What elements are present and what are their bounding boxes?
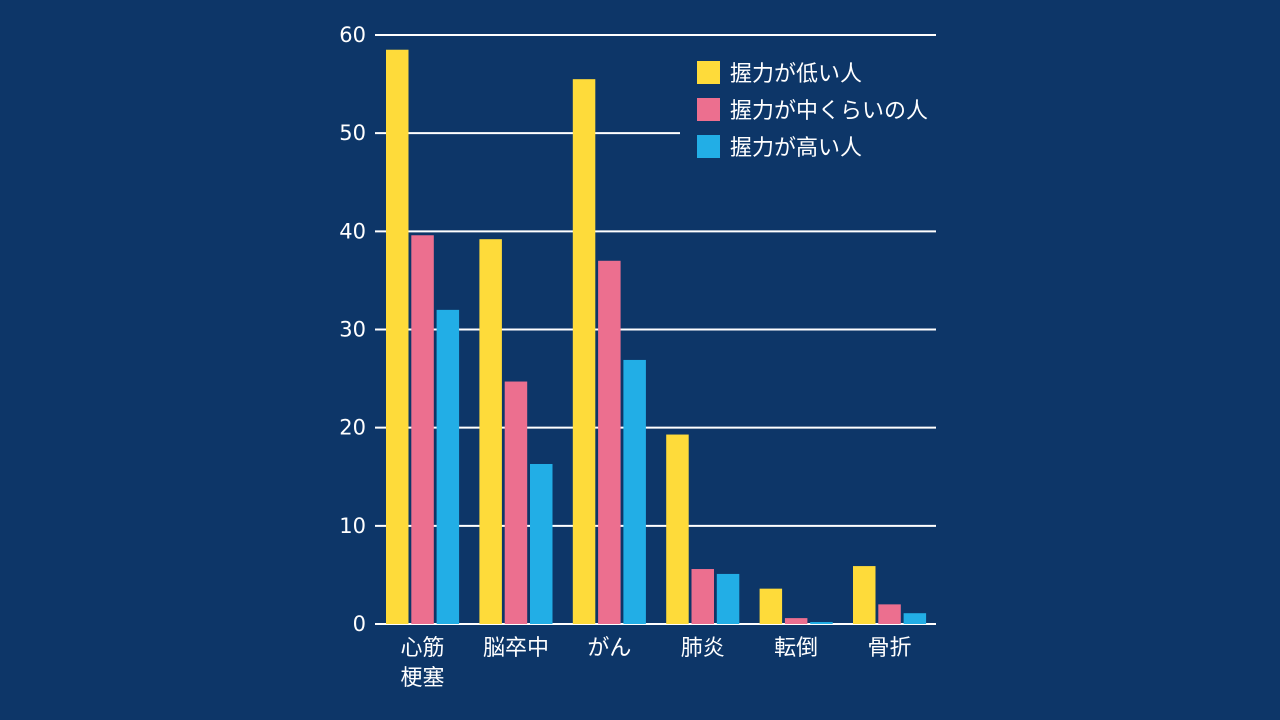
y-tick-label: 60	[339, 23, 366, 47]
category-label: 骨折	[868, 636, 912, 661]
legend-swatch	[697, 135, 720, 158]
y-tick-label: 10	[339, 514, 366, 538]
legend-label: 握力が中くらいの人	[730, 99, 928, 124]
bar	[810, 622, 833, 624]
grid-lines	[375, 34, 936, 625]
bar	[716, 573, 740, 624]
bar	[530, 463, 553, 624]
category-label: がん	[587, 636, 631, 661]
category-label: 脳卒中	[483, 636, 549, 661]
y-tick-label: 30	[339, 318, 366, 342]
legend-label: 握力が高い人	[730, 136, 862, 161]
bar	[666, 434, 689, 624]
bar	[411, 235, 434, 624]
category-label: 梗塞	[401, 666, 445, 691]
bar	[623, 359, 646, 624]
bar	[598, 260, 621, 624]
y-axis-ticks: 0 10 20 30 40 50 60	[339, 23, 366, 636]
bar	[436, 309, 460, 624]
y-tick-label: 50	[339, 121, 366, 145]
legend-swatch	[697, 98, 720, 121]
bar	[903, 613, 927, 624]
category-label: 肺炎	[681, 636, 725, 661]
bar	[784, 618, 808, 624]
bar	[878, 604, 901, 624]
bar	[386, 49, 409, 625]
legend-background	[680, 55, 936, 175]
legend-label: 握力が低い人	[730, 62, 862, 87]
y-tick-label: 20	[339, 416, 366, 440]
bar	[572, 79, 596, 625]
y-tick-label: 0	[353, 612, 366, 636]
bars	[386, 49, 927, 625]
legend-swatch	[697, 61, 720, 84]
bar	[479, 239, 502, 625]
bar	[691, 569, 714, 624]
bar	[759, 588, 783, 624]
category-label: 転倒	[774, 636, 818, 661]
bar	[504, 381, 528, 624]
bar	[853, 566, 876, 624]
y-tick-label: 40	[339, 219, 366, 243]
category-label: 心筋	[401, 636, 445, 661]
